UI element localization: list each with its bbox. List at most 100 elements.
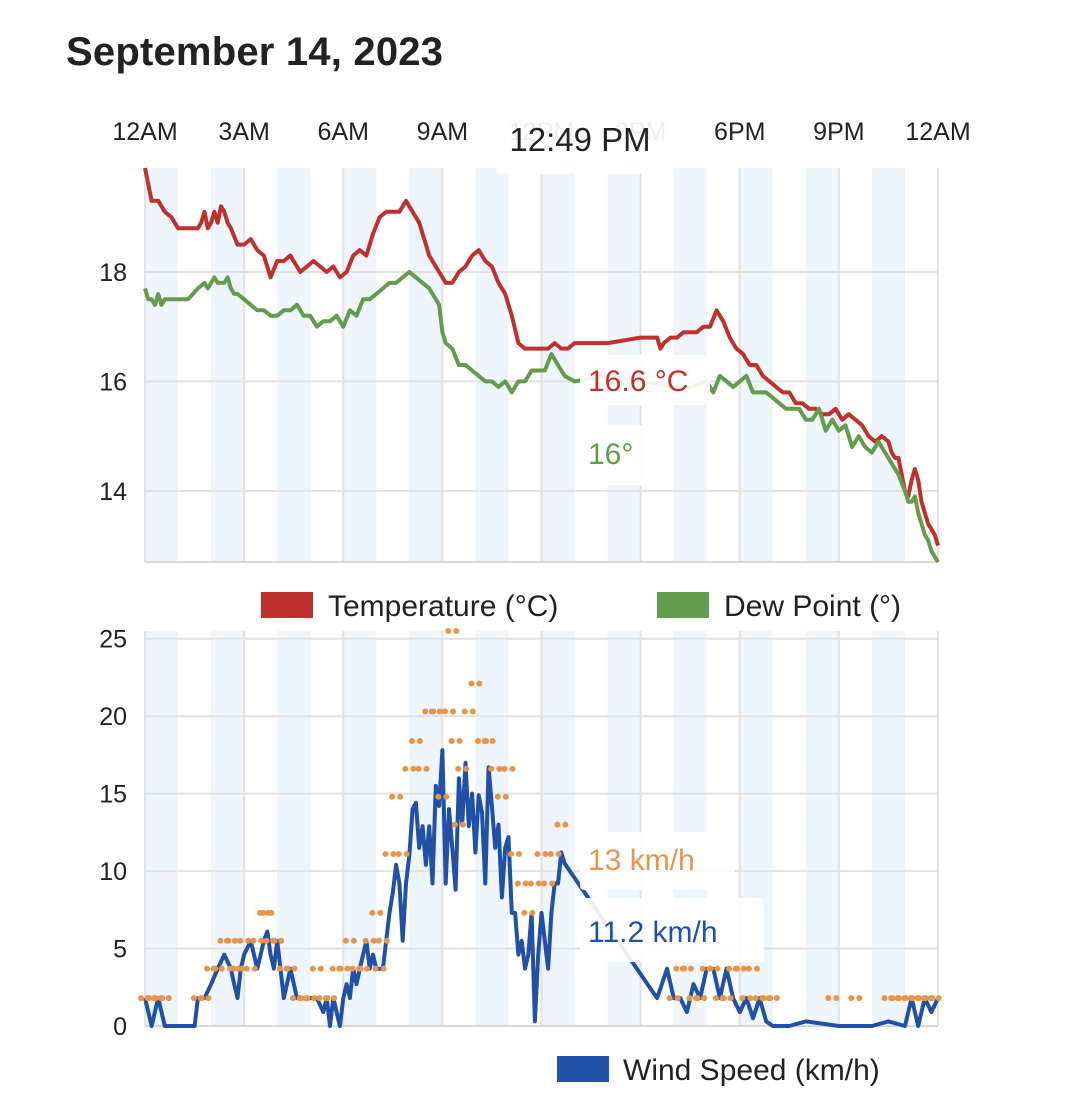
gust-point	[329, 965, 336, 972]
x-tick-label: 9PM	[813, 118, 864, 146]
gust-point	[408, 737, 415, 744]
gust-point	[894, 995, 901, 1002]
dew-point-line	[143, 270, 940, 564]
gust-point	[555, 851, 562, 858]
gust-point	[289, 995, 296, 1002]
gust-point	[914, 995, 921, 1002]
gust-point	[752, 995, 759, 1002]
gust-point	[311, 995, 318, 1002]
gust-point	[476, 680, 483, 687]
gust-point	[833, 995, 840, 1002]
gust-point	[456, 737, 463, 744]
temperature-line	[143, 167, 940, 547]
gust-point	[679, 965, 686, 972]
gust-point	[488, 765, 495, 772]
cursor-tooltip: 12:49 PM 16.6 °C 16° 13 km/h 11.2 km/h	[496, 112, 764, 962]
gust-point	[673, 965, 680, 972]
gust-point	[451, 821, 458, 828]
gust-point	[205, 995, 212, 1002]
gust-point	[666, 995, 673, 1002]
legend-item-temperature[interactable]: Temperature (°C)	[261, 590, 558, 623]
gust-point	[706, 965, 713, 972]
x-tick-label: 3AM	[218, 118, 269, 146]
gust-point	[901, 995, 908, 1002]
gust-point	[375, 937, 382, 944]
gust-point	[217, 937, 224, 944]
gust-point	[773, 995, 780, 1002]
hour-band	[211, 168, 245, 562]
page-title: September 14, 2023	[66, 30, 444, 74]
gust-point	[907, 995, 914, 1002]
gust-point	[268, 909, 275, 916]
gust-point	[848, 995, 855, 1002]
gust-point	[369, 909, 376, 916]
wind-legend[interactable]: Wind Speed (km/h)	[557, 1054, 880, 1087]
gust-point	[383, 937, 390, 944]
gust-point	[356, 965, 363, 972]
gust-point	[428, 708, 435, 715]
legend-item-dew-point[interactable]: Dew Point (°)	[657, 590, 901, 623]
gust-point	[316, 995, 323, 1002]
gust-point	[403, 851, 410, 858]
legend-label-dew-point: Dew Point (°)	[724, 590, 901, 623]
gust-point	[138, 995, 144, 1002]
gust-point	[699, 965, 706, 972]
gust-point	[441, 708, 448, 715]
x-tick-label: 9AM	[417, 118, 468, 146]
gust-point	[927, 995, 934, 1002]
gust-point	[921, 995, 928, 1002]
gust-point	[395, 851, 402, 858]
hour-band	[277, 631, 311, 1026]
x-tick-label: 12AM	[112, 118, 177, 146]
gust-point	[693, 995, 700, 1002]
gust-point	[687, 965, 694, 972]
gust-point	[237, 937, 244, 944]
hour-band	[475, 168, 509, 562]
gust-point	[469, 708, 476, 715]
gust-point	[502, 793, 509, 800]
gust-point	[380, 965, 387, 972]
gust-point	[739, 995, 746, 1002]
gust-point	[331, 995, 338, 1002]
gust-point	[245, 937, 252, 944]
temp-value: 16.6 °C	[588, 365, 688, 398]
gust-point	[714, 965, 721, 972]
gust-point	[449, 708, 456, 715]
wind-value-box	[580, 898, 764, 962]
gust-point	[210, 965, 217, 972]
hour-band	[805, 631, 839, 1026]
x-tick-label: 6PM	[714, 118, 765, 146]
gust-point	[270, 937, 277, 944]
gust-point	[475, 737, 482, 744]
legend-item-wind-speed[interactable]: Wind Speed (km/h)	[557, 1054, 880, 1087]
cursor-time: 12:49 PM	[509, 121, 650, 158]
gust-point	[350, 937, 357, 944]
temperature-legend[interactable]: Temperature (°C) Dew Point (°)	[261, 590, 901, 623]
gust-point	[342, 937, 349, 944]
gust-point	[542, 851, 549, 858]
gust-point	[856, 995, 863, 1002]
gust-point	[719, 995, 726, 1002]
gust-point	[296, 995, 303, 1002]
gust-point	[453, 628, 460, 634]
dew-value: 16°	[588, 438, 633, 471]
gust-point	[508, 851, 515, 858]
gust-point	[443, 793, 450, 800]
gust-point	[344, 965, 351, 972]
gust-point	[522, 880, 529, 887]
wind-value: 11.2 km/h	[588, 916, 718, 949]
gust-point	[402, 765, 409, 772]
gust-point	[263, 937, 270, 944]
gust-point	[496, 765, 503, 772]
gust-point	[303, 995, 310, 1002]
gust-point	[888, 995, 895, 1002]
gust-point	[701, 995, 708, 1002]
hour-band	[145, 631, 179, 1026]
gust-point	[521, 909, 528, 916]
legend-label-temperature: Temperature (°C)	[328, 590, 558, 623]
wind-chart[interactable]: 25 20 15 10 5 0	[99, 626, 942, 1041]
gust-point	[765, 995, 772, 1002]
temperature-chart[interactable]: 18 16 14	[99, 167, 940, 564]
gust-point	[468, 680, 475, 687]
